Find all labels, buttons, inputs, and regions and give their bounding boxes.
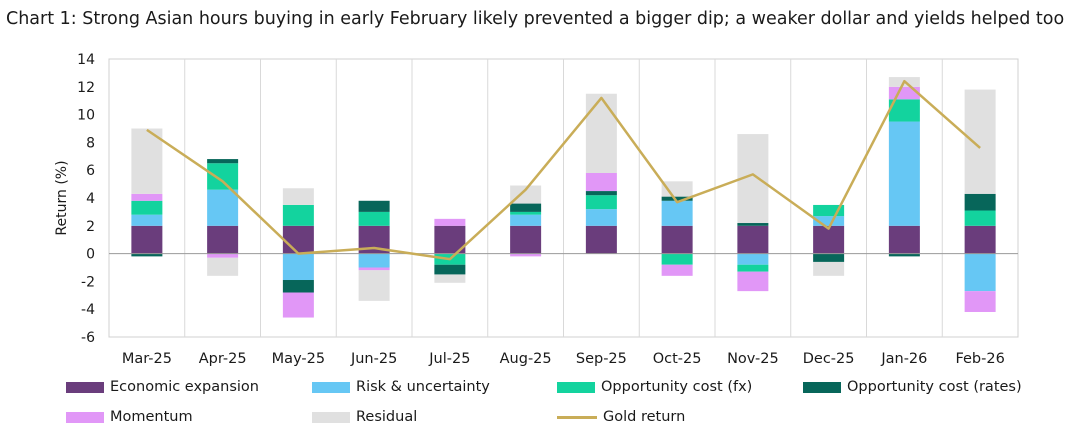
bar-segment	[585, 209, 617, 226]
bar-segment	[888, 86, 920, 100]
y-tick-label: 2	[86, 219, 95, 235]
bar-segment	[585, 225, 617, 254]
x-tick-label: Sep-25	[576, 351, 627, 367]
bar-segment	[737, 253, 769, 265]
bar-segment	[131, 128, 163, 194]
bar-segment	[585, 172, 617, 192]
bar-segment	[131, 253, 163, 257]
bar-segment	[282, 280, 314, 293]
bar-segment	[964, 193, 996, 211]
gold-return-line	[146, 79, 981, 261]
y-tick-label: 14	[77, 52, 95, 68]
bar-segment	[737, 223, 769, 226]
bar-segment	[964, 225, 996, 254]
bar-segment	[207, 189, 239, 226]
bar-segment	[661, 200, 693, 226]
bar-segment	[661, 225, 693, 254]
bar-segment	[661, 196, 693, 201]
bar-segment	[813, 204, 845, 217]
bar-segment	[813, 253, 845, 262]
bar-segment	[813, 216, 845, 226]
bar-segment	[207, 253, 239, 258]
x-tick-label: Jan-26	[880, 351, 927, 367]
x-tick-label: Oct-25	[653, 351, 702, 367]
bar-segment	[888, 225, 920, 254]
y-tick-label: 8	[86, 135, 95, 151]
bar-segment	[737, 264, 769, 272]
bar-segment	[131, 214, 163, 226]
bar-segment	[510, 214, 542, 226]
y-tick-label: 10	[77, 108, 95, 124]
bar-segment	[888, 121, 920, 226]
x-tick-label: Jun-25	[350, 351, 397, 367]
y-tick-label: 4	[86, 191, 95, 207]
bar-segment	[510, 225, 542, 254]
bar-segment	[888, 99, 920, 122]
bar-segment	[510, 185, 542, 204]
bar-segment	[131, 200, 163, 215]
bar-segment	[585, 195, 617, 210]
chart-title: Chart 1: Strong Asian hours buying in ea…	[6, 9, 1065, 29]
bar-segment	[964, 291, 996, 312]
bar-segment	[282, 253, 314, 281]
bar-segment	[358, 267, 390, 271]
y-tick-label: 0	[86, 247, 95, 263]
bar-segment	[434, 264, 466, 275]
bar-segment	[207, 159, 239, 164]
bar-segment	[207, 257, 239, 276]
bar-segment	[282, 188, 314, 205]
bar-segment	[888, 253, 920, 257]
bar-segment	[661, 253, 693, 265]
bar-segment	[510, 253, 542, 257]
x-tick-label: Mar-25	[122, 351, 172, 367]
x-tick-label: Jul-25	[428, 351, 470, 367]
y-tick-label: 6	[86, 163, 95, 179]
bar-segment	[282, 292, 314, 318]
bar-segment	[282, 225, 314, 254]
bar-segment	[434, 274, 466, 283]
bar-segment	[131, 193, 163, 201]
y-tick-label: -6	[81, 330, 95, 346]
bar-segment	[661, 264, 693, 276]
bar-segment	[737, 271, 769, 292]
y-tick-label: 12	[77, 80, 95, 96]
x-tick-label: Dec-25	[803, 351, 855, 367]
x-tick-label: Nov-25	[727, 351, 779, 367]
bar-segment	[434, 218, 466, 226]
bar-segment	[282, 204, 314, 226]
bar-segment	[358, 200, 390, 212]
y-tick-label: -2	[81, 274, 95, 290]
y-axis-label: Return (%)	[54, 160, 70, 235]
bar-segment	[737, 225, 769, 254]
x-tick-label: May-25	[272, 351, 325, 367]
bar-segment	[964, 89, 996, 194]
bar-segment	[131, 225, 163, 254]
bar-segment	[358, 211, 390, 226]
bar-segment	[813, 225, 845, 254]
bar-segment	[510, 203, 542, 212]
bar-segment	[510, 211, 542, 215]
bar-segment	[964, 253, 996, 292]
bar-segment	[207, 163, 239, 190]
y-tick-label: -4	[81, 302, 95, 318]
x-tick-label: Feb-26	[955, 351, 1004, 367]
x-tick-label: Aug-25	[500, 351, 552, 367]
bar-segment	[964, 210, 996, 226]
bar-segment	[358, 253, 390, 268]
bar-segment	[813, 261, 845, 276]
bar-segment	[207, 225, 239, 254]
bar-segment	[585, 93, 617, 173]
bar-segment	[585, 191, 617, 196]
bar-segment	[358, 270, 390, 301]
x-tick-label: Apr-25	[199, 351, 247, 367]
